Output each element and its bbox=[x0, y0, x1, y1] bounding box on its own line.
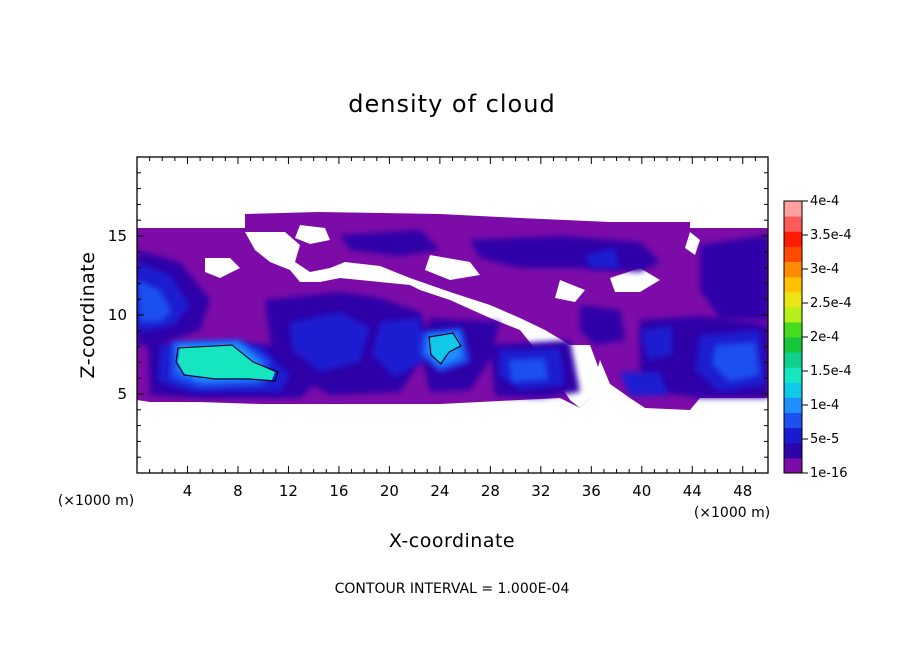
chart-title: density of cloud bbox=[348, 90, 555, 118]
colorbar-swatch bbox=[784, 231, 802, 247]
colorbar-swatch bbox=[784, 216, 802, 232]
x-tick-label: 8 bbox=[233, 482, 243, 500]
y-tick-label: 5 bbox=[117, 385, 127, 403]
colorbar: 1e-16 5e-5 1e-4 1.5e-4 2e-4 2.5e-4 3e-4 3.5e-4 4… bbox=[783, 194, 852, 481]
colorbar-swatch bbox=[784, 382, 802, 398]
x-tick-label: 16 bbox=[329, 482, 348, 500]
x-axis: 4 8 12 16 20 24 28 32 36 40 44 48 bbox=[149, 157, 756, 500]
colorbar-label: 1e-4 bbox=[810, 398, 839, 413]
colorbar-swatch bbox=[784, 337, 802, 353]
colorbar-swatch bbox=[784, 201, 802, 217]
field-gaps bbox=[205, 225, 700, 408]
y-tick-label: 15 bbox=[108, 227, 127, 245]
x-tick-label: 4 bbox=[183, 482, 193, 500]
field-level-6 bbox=[178, 346, 275, 380]
x-tick-label: 28 bbox=[481, 482, 500, 500]
contour-line bbox=[428, 332, 462, 365]
colorbar-label: 1e-16 bbox=[810, 466, 848, 481]
contour-interval-note: CONTOUR INTERVAL = 1.000E-04 bbox=[335, 581, 570, 597]
colorbar-swatch bbox=[784, 352, 802, 368]
colorbar-swatch bbox=[784, 246, 802, 262]
colorbar-swatch bbox=[784, 321, 802, 338]
colorbar-label: 3.5e-4 bbox=[810, 228, 852, 243]
x-unit-right: (×1000 m) bbox=[694, 505, 770, 521]
x-tick-label: 40 bbox=[632, 482, 651, 500]
colorbar-swatch bbox=[784, 306, 802, 323]
colorbar-swatch bbox=[784, 291, 802, 308]
y-axis: 5 10 15 bbox=[108, 172, 768, 458]
x-tick-label: 12 bbox=[279, 482, 298, 500]
x-tick-label: 36 bbox=[582, 482, 601, 500]
colorbar-label: 3e-4 bbox=[810, 262, 839, 277]
colorbar-label: 1.5e-4 bbox=[810, 364, 852, 379]
density-field bbox=[137, 212, 768, 410]
colorbar-swatch bbox=[784, 367, 802, 383]
y-axis-label: Z-coordinate bbox=[77, 252, 99, 379]
colorbar-label: 5e-5 bbox=[810, 432, 839, 447]
contour-line bbox=[175, 344, 279, 382]
colorbar-swatch bbox=[784, 261, 802, 278]
x-tick-label: 32 bbox=[531, 482, 550, 500]
x-tick-label: 24 bbox=[430, 482, 449, 500]
y-tick-label: 10 bbox=[108, 306, 127, 324]
colorbar-label: 4e-4 bbox=[810, 194, 839, 209]
x-tick-label: 20 bbox=[380, 482, 399, 500]
x-tick-label: 44 bbox=[683, 482, 702, 500]
colorbar-swatch bbox=[784, 412, 802, 429]
colorbar-swatch bbox=[784, 276, 802, 293]
colorbar-label: 2.5e-4 bbox=[810, 296, 852, 311]
colorbar-label: 2e-4 bbox=[810, 330, 839, 345]
colorbar-swatch bbox=[784, 427, 802, 444]
colorbar-swatch bbox=[784, 442, 802, 459]
field-level-6-b bbox=[430, 334, 460, 362]
colorbar-swatch bbox=[784, 397, 802, 414]
x-unit-left: (×1000 m) bbox=[58, 493, 134, 509]
colorbar-swatch bbox=[784, 457, 802, 474]
x-axis-label: X-coordinate bbox=[389, 530, 515, 552]
x-tick-label: 48 bbox=[733, 482, 752, 500]
